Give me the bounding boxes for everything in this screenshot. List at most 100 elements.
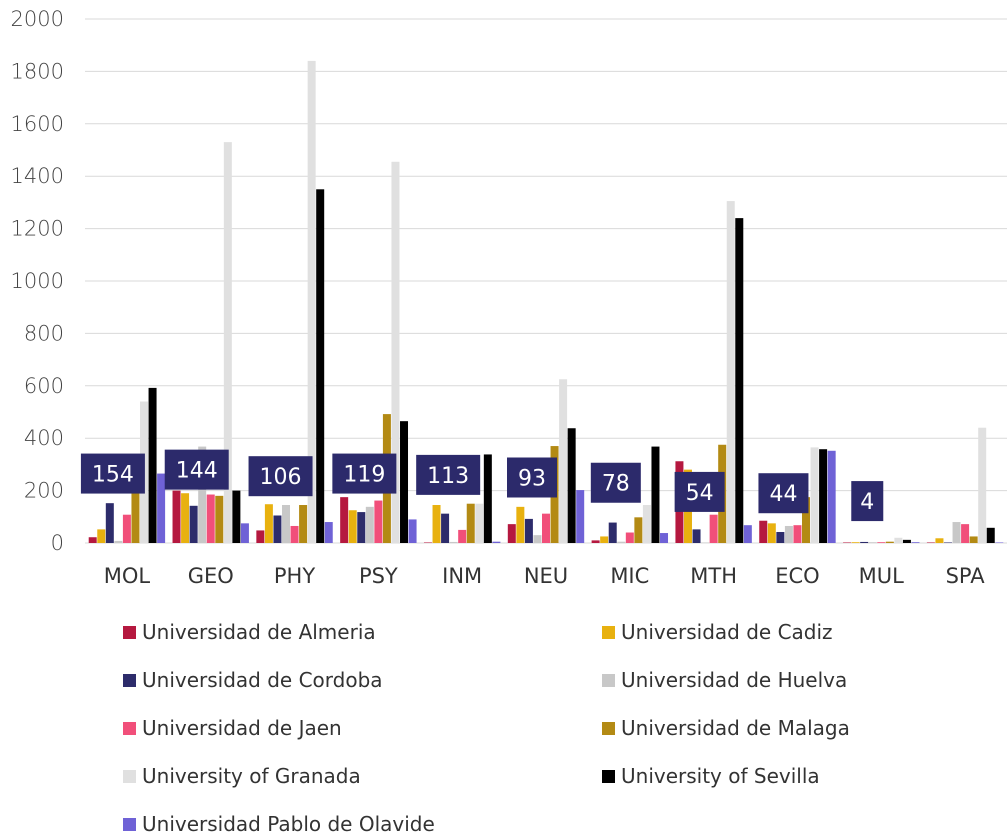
bar <box>475 503 484 543</box>
bar <box>793 525 802 543</box>
legend-item: University of Granada <box>123 763 361 789</box>
legend-swatch <box>123 769 136 783</box>
data-label-box <box>674 471 725 512</box>
bar <box>449 541 458 543</box>
bar <box>995 542 1004 543</box>
bar <box>307 60 316 544</box>
bar <box>617 541 626 543</box>
legend-swatch <box>123 673 136 687</box>
bar <box>802 497 811 543</box>
bar <box>926 542 935 543</box>
x-tick-label: ECO <box>775 564 819 588</box>
x-tick-label: MIC <box>610 564 649 588</box>
bar <box>642 505 651 543</box>
bar <box>189 505 198 543</box>
data-label: 119 <box>332 453 397 494</box>
bar <box>961 524 970 543</box>
bar <box>256 530 265 543</box>
bar <box>608 522 617 543</box>
bar <box>122 514 131 543</box>
bar <box>365 506 374 543</box>
legend-swatch <box>602 769 615 783</box>
bar <box>348 510 357 543</box>
bar <box>215 495 224 543</box>
bar-chart: 0 200 400 600 800 1000 1200 1400 1600 1800 2000 MO… <box>11 7 1007 588</box>
x-tick-label: SPA <box>946 564 986 588</box>
data-label-text: 93 <box>518 467 546 492</box>
bar <box>441 513 450 543</box>
bar <box>324 522 333 543</box>
bar <box>340 497 349 543</box>
bar <box>148 387 157 543</box>
legend-item: Universidad de Almeria <box>123 619 376 645</box>
bar <box>88 537 97 543</box>
bar <box>524 518 533 543</box>
legend: Universidad de Almeria Universidad de Cad… <box>0 612 1007 838</box>
bar <box>273 515 282 543</box>
legend-swatch <box>123 817 136 831</box>
y-axis-ticks: 0 200 400 600 800 1000 1200 1400 1600 1800 2000 <box>11 7 64 555</box>
bar <box>625 532 634 543</box>
bar <box>316 189 325 544</box>
bar <box>432 505 441 543</box>
data-label-box <box>758 473 809 514</box>
bar <box>978 427 987 543</box>
bar <box>131 492 140 543</box>
legend-item: Universidad de Jaen <box>123 715 342 741</box>
x-axis-categories: MOL GEO PHY PSY INM NEU MIC MTH ECO MUL SPA <box>104 564 985 588</box>
data-label-box <box>248 456 313 497</box>
data-label-box <box>80 453 145 494</box>
bar <box>400 421 409 543</box>
x-tick-label: MUL <box>859 564 904 588</box>
bar <box>105 503 114 543</box>
bar <box>223 142 232 543</box>
bar <box>576 490 585 543</box>
data-label-box <box>416 454 481 495</box>
data-label-text: 154 <box>92 463 134 488</box>
y-tick-label: 200 <box>24 479 64 503</box>
legend-label: Universidad de Malaga <box>621 716 850 740</box>
data-labels: 154 144 106 119 113 93 78 54 44 4 <box>80 449 884 522</box>
bar <box>651 446 660 543</box>
bar <box>516 506 525 543</box>
legend-label: Universidad Pablo de Olavide <box>142 812 435 836</box>
bar <box>986 527 995 543</box>
data-label: 44 <box>758 473 809 514</box>
bar <box>542 513 550 543</box>
bar <box>483 454 492 543</box>
x-tick-label: MTH <box>690 564 737 588</box>
data-label-text: 119 <box>343 463 385 488</box>
bar <box>776 531 785 543</box>
y-tick-label: 1600 <box>11 112 64 136</box>
bar <box>114 540 123 543</box>
y-tick-label: 1200 <box>11 217 64 241</box>
bar <box>559 379 568 543</box>
x-tick-label: PHY <box>274 564 315 588</box>
bar <box>843 542 852 543</box>
data-label-text: 4 <box>860 490 874 515</box>
bar <box>868 542 877 543</box>
bar <box>198 446 207 543</box>
legend-label: Universidad de Cadiz <box>621 620 833 644</box>
legend-label: Universidad de Cordoba <box>142 668 383 692</box>
bar <box>423 542 432 543</box>
bar <box>290 525 299 543</box>
data-label-box <box>507 457 557 498</box>
legend-item: Universidad de Huelva <box>602 667 847 693</box>
legend-label: Universidad de Huelva <box>621 668 848 692</box>
legend-item: Universidad Pablo de Olavide <box>123 811 435 837</box>
y-tick-label: 2000 <box>11 7 64 31</box>
legend-item: Universidad de Cadiz <box>602 619 833 645</box>
data-label: 106 <box>248 456 313 497</box>
bar <box>299 505 308 543</box>
legend-swatch <box>602 673 615 687</box>
bar <box>374 500 383 543</box>
data-label-box <box>164 449 229 490</box>
legend-item: Universidad de Malaga <box>602 715 850 741</box>
y-tick-label: 1000 <box>11 269 64 293</box>
data-label: 93 <box>507 457 557 498</box>
legend-swatch <box>602 721 615 735</box>
bar <box>810 447 819 543</box>
bar <box>533 535 542 543</box>
bar <box>759 520 768 543</box>
